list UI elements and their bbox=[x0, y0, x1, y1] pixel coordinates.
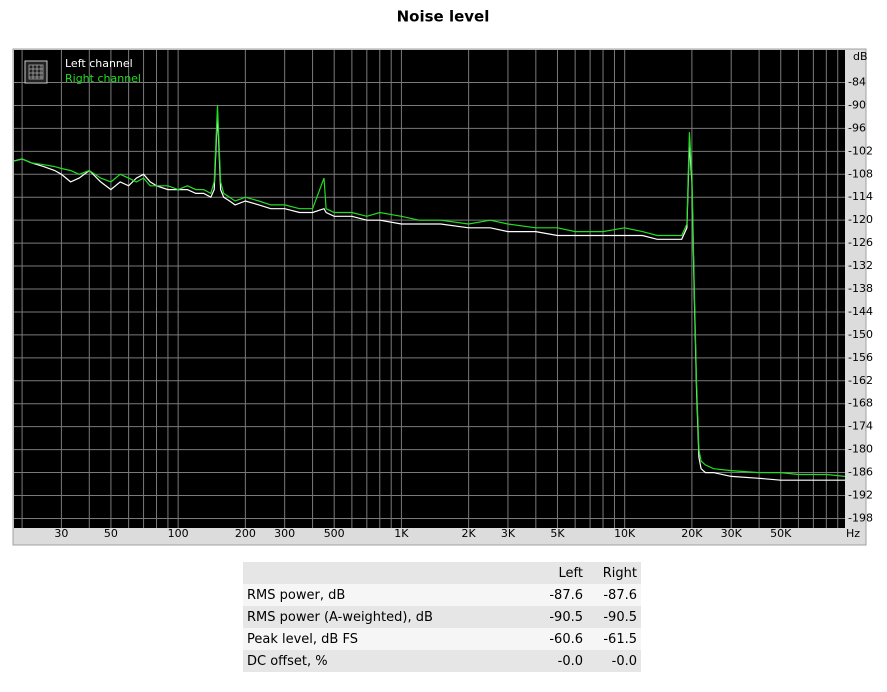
y-tick-label: -102 bbox=[848, 144, 873, 157]
y-tick-label: -126 bbox=[848, 236, 873, 249]
x-tick-label: 500 bbox=[324, 527, 345, 540]
legend-label: Left channel bbox=[65, 57, 133, 70]
y-tick-label: -180 bbox=[848, 443, 873, 456]
y-tick-label: -120 bbox=[848, 213, 873, 226]
y-tick-label: -168 bbox=[848, 397, 873, 410]
table-label: Peak level, dB FS bbox=[243, 628, 533, 650]
table-label: DC offset, % bbox=[243, 650, 533, 672]
table-row: RMS power, dB -87.6 -87.6 bbox=[243, 584, 641, 606]
x-tick-label: 5K bbox=[550, 527, 565, 540]
table-label: RMS power (A-weighted), dB bbox=[243, 606, 533, 628]
legend-icon-grid bbox=[28, 64, 44, 80]
y-tick-label: -132 bbox=[848, 259, 873, 272]
y-tick-label: -108 bbox=[848, 167, 873, 180]
y-tick-label: -138 bbox=[848, 282, 873, 295]
table-value: -61.5 bbox=[587, 628, 641, 650]
y-tick-label: -174 bbox=[848, 420, 873, 433]
chart: Noise level dB Hz -84 -90 -96 -102 -108 -114 -… bbox=[12, 8, 873, 546]
table-value: -60.6 bbox=[533, 628, 587, 650]
x-tick-label: 10K bbox=[614, 527, 636, 540]
y-tick-label: -192 bbox=[848, 488, 873, 501]
table-value: -87.6 bbox=[533, 584, 587, 606]
lines bbox=[13, 105, 846, 481]
chart-title: Noise level bbox=[397, 8, 490, 26]
legend-label: Right channel bbox=[65, 72, 141, 85]
y-tick-label: -114 bbox=[848, 190, 873, 203]
header-cell: Left bbox=[533, 562, 587, 584]
results-table: Left Right RMS power, dB -87.6 -87.6 RMS po… bbox=[243, 562, 641, 672]
table-header: Left Right bbox=[243, 562, 641, 584]
table-value: -87.6 bbox=[587, 584, 641, 606]
table-row: Peak level, dB FS -60.6 -61.5 bbox=[243, 628, 641, 650]
x-tick-label: 3K bbox=[501, 527, 516, 540]
x-tick-label: 100 bbox=[168, 527, 189, 540]
x-tick-label: 2K bbox=[462, 527, 477, 540]
table-value: -0.0 bbox=[533, 650, 587, 672]
y-tick-label: -96 bbox=[848, 121, 866, 134]
x-tick-label: 20K bbox=[681, 527, 703, 540]
x-tick-label: 30 bbox=[54, 527, 68, 540]
y-tick-label: -186 bbox=[848, 466, 873, 479]
x-tick-label: 1K bbox=[394, 527, 409, 540]
y-tick-label: -198 bbox=[848, 511, 873, 524]
table-label: RMS power, dB bbox=[243, 584, 533, 606]
y-tick-label: -150 bbox=[848, 328, 873, 341]
header-cell: Right bbox=[587, 562, 641, 584]
header-blank bbox=[243, 562, 533, 584]
y-tick-label: -162 bbox=[848, 374, 873, 387]
table-value: -90.5 bbox=[533, 606, 587, 628]
y-tick-label: -156 bbox=[848, 351, 873, 364]
x-axis-label: Hz bbox=[846, 527, 860, 540]
table-value: -90.5 bbox=[587, 606, 641, 628]
y-tick-label: -144 bbox=[848, 305, 873, 318]
x-tick-label: 30K bbox=[721, 527, 743, 540]
x-tick-label: 50K bbox=[770, 527, 792, 540]
table-value: -0.0 bbox=[587, 650, 641, 672]
y-axis-label: dB bbox=[853, 50, 868, 63]
x-tick-label: 50 bbox=[104, 527, 118, 540]
series-line bbox=[13, 105, 846, 477]
x-tick-label: 300 bbox=[274, 527, 295, 540]
table-row: DC offset, % -0.0 -0.0 bbox=[243, 650, 641, 672]
table-row: RMS power (A-weighted), dB -90.5 -90.5 bbox=[243, 606, 641, 628]
x-tick-label: 200 bbox=[235, 527, 256, 540]
y-tick-label: -90 bbox=[848, 98, 866, 111]
y-tick-label: -84 bbox=[848, 76, 866, 89]
legend-icon bbox=[24, 60, 48, 84]
legend bbox=[24, 60, 48, 84]
